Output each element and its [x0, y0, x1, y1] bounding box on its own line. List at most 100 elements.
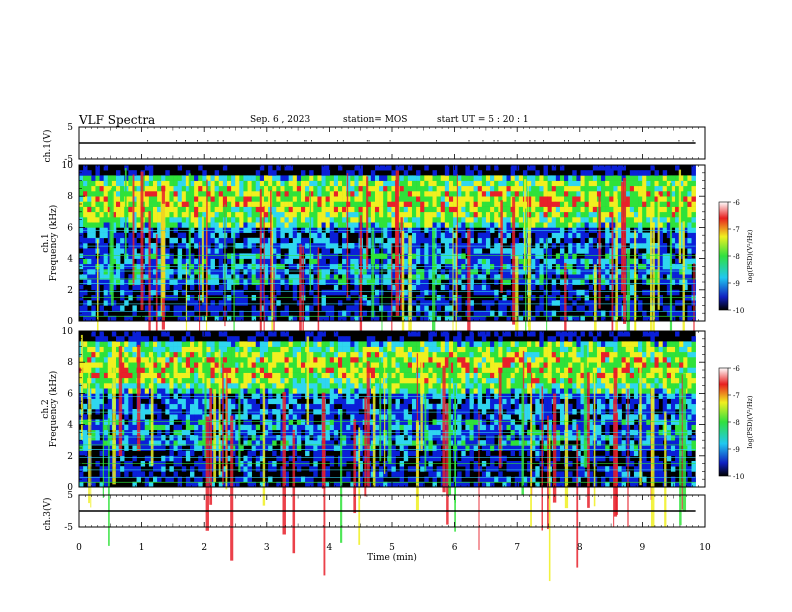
spectrogram-cell [481, 253, 487, 259]
spectrogram-cell [518, 279, 524, 285]
spectrogram-cell [226, 346, 232, 353]
spectrogram-cell [514, 196, 520, 202]
spectrogram-cell [448, 196, 454, 202]
spectrogram-cell [374, 217, 380, 223]
spectrogram-cell [144, 258, 150, 265]
spectrogram-cell [683, 175, 688, 181]
spectrogram-cell [263, 258, 269, 265]
spectrogram-cell [194, 185, 199, 192]
spectrogram-cell [136, 180, 141, 187]
spectrogram-cell [83, 201, 88, 207]
spectrogram-cell [416, 253, 421, 259]
spectrogram-cell [370, 222, 376, 228]
spectrogram-cell [288, 346, 294, 353]
spectrogram-cell [152, 336, 158, 342]
spectrogram-cell [313, 403, 318, 410]
spectrogram-cell [551, 201, 557, 207]
spectrogram-cell [177, 377, 183, 384]
spectrogram-cell [333, 201, 339, 207]
spectrogram-cell [679, 310, 684, 317]
spectrogram-cell [321, 170, 326, 176]
spectrogram-cell [91, 258, 96, 265]
spectrogram-cell [321, 377, 326, 384]
spectrogram-cell [424, 274, 429, 280]
spectrogram-cell [288, 315, 294, 322]
spectrogram-cell [683, 191, 688, 197]
spectrogram-cell [625, 196, 631, 202]
spectrogram-cell [194, 201, 199, 207]
spectrogram-cell [181, 175, 187, 181]
spectrogram-cell [444, 191, 450, 197]
spectrogram-cell [543, 165, 548, 171]
spectrogram-cell [539, 206, 544, 213]
spectrogram-cell [337, 289, 343, 296]
spectrogram-cell [313, 232, 318, 239]
spectrogram-cell [259, 185, 265, 192]
spectrogram-cell [436, 217, 442, 223]
spectrogram-cell [485, 165, 491, 171]
spectrogram-cell [165, 284, 170, 291]
spectrogram-cell [239, 279, 244, 285]
spectrogram-cell [247, 346, 252, 353]
spectrogram-cell [383, 165, 388, 171]
spectrogram-cell [276, 346, 281, 353]
spectrogram-cell [210, 211, 215, 218]
spectrogram-cell [613, 175, 618, 181]
spectrogram-cell [584, 232, 590, 239]
spectrogram-cell [103, 284, 109, 291]
spectrogram-cell [194, 424, 199, 431]
spectrogram-cell [576, 185, 581, 192]
spectrogram-cell [543, 180, 548, 187]
spectrogram-cell [403, 201, 409, 207]
spectrogram-cell [572, 201, 577, 207]
spectrogram-cell [662, 211, 668, 218]
spectrogram-cell [420, 284, 425, 291]
spectrogram-cell [189, 274, 195, 280]
spectrogram-cell [251, 217, 257, 223]
spectrogram-cell [255, 357, 261, 363]
spectrogram-cell [473, 310, 479, 317]
spectrogram-cell [87, 237, 92, 244]
spectrogram-cell [346, 305, 351, 311]
spectrogram-cell [440, 258, 446, 265]
spectrogram-cell [333, 232, 339, 239]
spectrogram-cell [333, 175, 339, 181]
sferic-streak [271, 214, 274, 335]
sferic-streak [525, 208, 527, 346]
spectrogram-cell [584, 274, 590, 280]
spectrogram-cell [116, 237, 121, 244]
spectrogram-cell [103, 248, 109, 254]
spectrogram-cell [379, 217, 384, 223]
spectrogram-cell [128, 222, 133, 228]
spectrogram-cell [629, 180, 635, 187]
spectrogram-cell [243, 357, 248, 363]
spectrogram-cell [157, 419, 162, 425]
spectrogram-cell [148, 222, 154, 228]
spectrogram-cell [103, 466, 109, 472]
spectrogram-cell [650, 196, 655, 202]
spectrogram-cell [152, 440, 158, 446]
spectrogram-cell [255, 435, 261, 441]
spectrogram-cell [580, 222, 585, 228]
spectrogram-cell [226, 435, 232, 441]
spectrogram-cell [128, 351, 133, 358]
spectrogram-cell [633, 222, 639, 228]
spectrogram-cell [300, 367, 306, 373]
spectrogram-cell [428, 217, 433, 223]
spectrogram-cell [490, 191, 495, 197]
spectrogram-cell [276, 419, 281, 425]
spectrogram-cell [547, 274, 553, 280]
spectrogram-cell [194, 476, 199, 483]
spectrogram-cell [218, 284, 224, 291]
spectrogram-cell [239, 211, 244, 218]
spectrogram-cell [161, 445, 166, 451]
sferic-streak [124, 167, 127, 259]
spectrogram-cell [658, 279, 664, 285]
spectrogram-cell [259, 383, 265, 389]
spectrogram-cell [247, 383, 252, 389]
spectrogram-cell [239, 377, 244, 384]
spectrogram-cell [99, 185, 104, 192]
spectrogram-cell [300, 206, 306, 213]
spectrogram-cell [83, 440, 88, 446]
spectrogram-cell [222, 435, 228, 441]
